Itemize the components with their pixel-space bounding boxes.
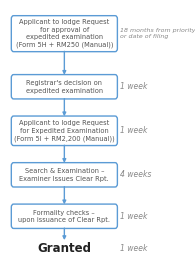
Text: Search & Examination –
Examiner Issues Clear Rpt.: Search & Examination – Examiner Issues C… [20,168,109,182]
Text: Applicant to lodge Request
for approval of
expedited examination
(Form 5H + RM25: Applicant to lodge Request for approval … [16,19,113,48]
FancyBboxPatch shape [11,75,117,99]
Text: Applicant to lodge Request
for Expedited Examination
(Form 5I + RM2,200 (Manual): Applicant to lodge Request for Expedited… [14,120,115,142]
Text: Registrar's decision on
expedited examination: Registrar's decision on expedited examin… [26,80,103,93]
FancyBboxPatch shape [11,163,117,187]
FancyBboxPatch shape [11,204,117,228]
Text: 1 week: 1 week [120,212,147,221]
Text: Formality checks –
upon issuance of Clear Rpt.: Formality checks – upon issuance of Clea… [18,210,110,223]
Text: 1 week: 1 week [120,82,147,91]
Text: 4 weeks: 4 weeks [120,170,151,179]
Text: 1 week: 1 week [120,244,147,253]
Text: Granted: Granted [37,242,91,255]
Text: 1 week: 1 week [120,126,147,135]
FancyBboxPatch shape [11,16,117,52]
Text: 18 months from priority date
or date of filing: 18 months from priority date or date of … [120,28,195,39]
FancyBboxPatch shape [11,116,117,146]
